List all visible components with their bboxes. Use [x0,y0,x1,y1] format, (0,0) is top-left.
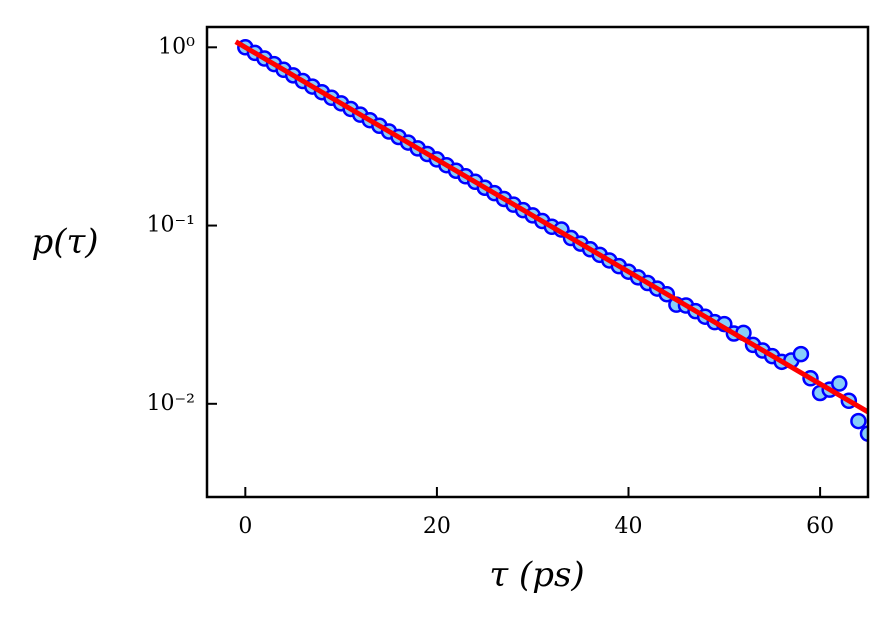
x-tick-label: 0 [238,514,252,539]
x-tick-label: 40 [615,514,643,539]
x-tick-label: 20 [423,514,451,539]
fit-line [234,39,868,415]
data-point [850,412,867,430]
y-tick-label: 10⁻² [147,391,195,416]
data-point [792,345,810,363]
plot-area [234,39,868,442]
x-tick-label: 60 [806,514,834,539]
y-tick-label: 10⁰ [158,34,195,59]
data-point [859,425,868,442]
y-axis-label: p(τ) [31,222,98,262]
x-axis-label: τ (ps) [489,555,584,595]
axes-frame [205,25,870,499]
data-point [831,375,848,392]
y-tick-label: 10⁻¹ [147,213,195,238]
